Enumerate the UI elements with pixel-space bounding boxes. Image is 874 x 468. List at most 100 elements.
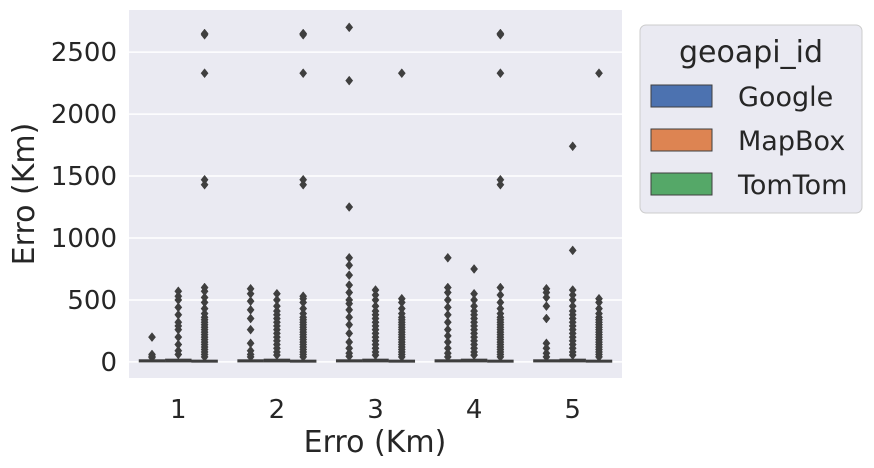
outlier-point [443,282,452,293]
box-mapbox-4 [460,264,488,363]
x-tick-labels: 1 2 3 4 5 [170,395,581,425]
outlier-point [345,328,354,339]
outlier-point [174,317,183,328]
outlier-point [246,296,255,307]
outlier-point [371,290,380,300]
outlier-point [542,348,551,359]
outlier-point [345,312,354,323]
outlier-point [542,292,551,303]
outlier-point [443,343,452,354]
outlier-point [542,301,551,312]
legend: geoapi_id Google MapBox TomTom [639,24,863,214]
box-mapbox-5 [559,141,586,363]
outlier-point [496,68,505,79]
outlier-point [371,301,380,312]
outlier-point [200,292,209,303]
outlier-point [299,68,308,79]
legend-swatch-google [650,84,713,108]
outlier-point [496,282,505,293]
outlier-point [299,28,308,39]
outlier-point [200,174,209,185]
outlier-point [595,303,603,314]
outlier-point [397,308,406,319]
outlier-point [470,301,479,312]
outlier-point [371,306,380,316]
outlier-point [200,297,209,308]
outlier-point [595,293,603,304]
legend-swatch-mapbox [650,128,713,152]
y-axis-label: Erro (Km) [7,123,42,266]
outlier-point [595,308,603,319]
outlier-point [443,295,452,305]
outlier-point [345,287,354,298]
outlier-point [272,288,281,299]
outlier-point [496,28,505,39]
outlier-point [397,68,406,79]
outlier-point [200,282,209,293]
outlier-point [542,283,551,294]
box-tomtom-1 [191,28,218,363]
y-tick-label: 1500 [51,162,117,192]
outlier-point [345,280,354,290]
outlier-point [568,290,577,300]
x-tick-label: 2 [269,395,286,425]
x-axis-label: Erro (Km) [304,425,447,460]
outlier-point [200,28,209,39]
legend-label-tomtom: TomTom [737,170,847,201]
box-google-2 [237,283,264,363]
outlier-point [542,313,551,324]
outlier-point [246,313,255,324]
outlier-point [443,330,452,341]
outlier-point [595,68,603,79]
outlier-point [496,303,505,314]
box-google-4 [434,252,462,363]
outlier-point [299,174,308,185]
outlier-point [371,295,380,305]
outlier-point [345,22,354,33]
outlier-point [174,339,183,350]
box-series [138,22,613,363]
outlier-point [246,288,255,299]
outlier-point [470,295,479,305]
x-tick-label: 1 [170,395,187,425]
outlier-point [345,304,354,315]
outlier-point [200,68,209,79]
outlier-point [148,332,156,343]
outlier-point [542,343,551,354]
outlier-point [443,309,452,320]
y-tick-label: 2000 [51,100,117,130]
y-tick-label: 0 [100,348,117,378]
outlier-point [345,252,354,263]
outlier-point [345,75,354,86]
outlier-point [470,288,479,299]
outlier-point [174,345,183,356]
outlier-point [443,324,452,335]
outlier-point [174,302,183,313]
legend-label-mapbox: MapBox [738,126,845,157]
outlier-point [200,179,209,190]
box-tomtom-3 [388,68,416,363]
outlier-point [272,306,281,316]
x-tick-label: 4 [466,395,483,425]
y-tick-label: 1000 [51,224,117,254]
outlier-point [470,264,479,274]
x-tick-label: 5 [564,395,581,425]
outlier-point [148,349,156,360]
outlier-point [345,319,354,330]
box-tomtom-4 [487,28,514,363]
outlier-point [299,179,308,190]
legend-label-google: Google [738,82,833,113]
outlier-point [299,291,308,302]
outlier-point [496,290,505,300]
outlier-point [345,270,354,281]
outlier-point [496,297,505,308]
outlier-point [443,287,452,298]
legend-entries: Google MapBox TomTom [650,82,847,201]
outlier-point [470,306,479,316]
legend-title: geoapi_id [679,35,823,70]
legend-swatch-tomtom [650,172,713,196]
outlier-point [443,337,452,347]
outlier-point [496,308,505,319]
outlier-point [299,303,308,314]
